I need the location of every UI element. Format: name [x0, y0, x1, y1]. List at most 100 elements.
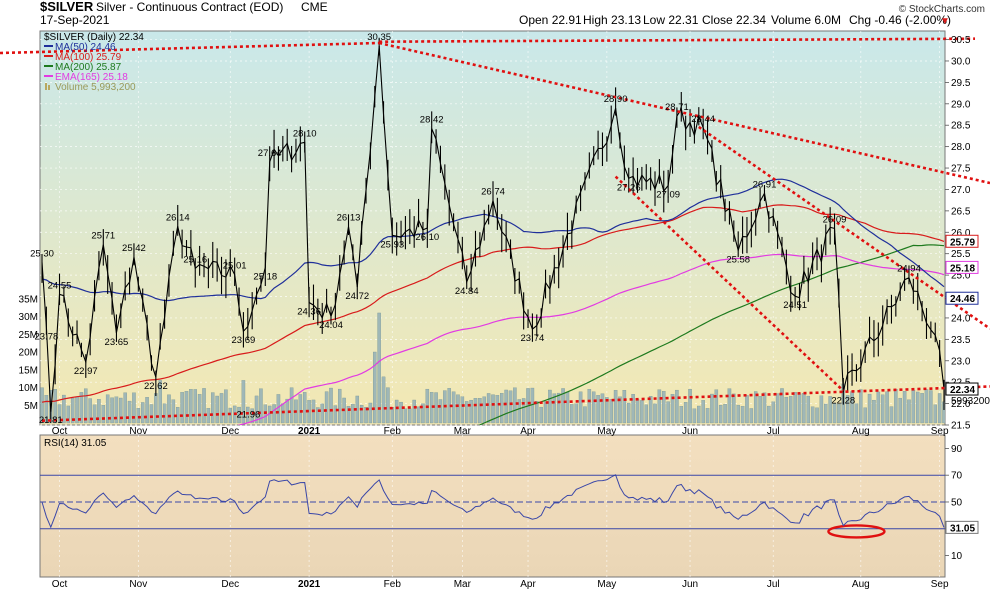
volume-bar [675, 389, 679, 424]
price-tick-label: 29.0 [951, 99, 971, 110]
ma100-line [41, 204, 945, 403]
price-tick-label: 21.5 [951, 421, 971, 432]
volume-bar [535, 401, 539, 424]
volume-bar [732, 393, 736, 424]
value-tag-box [945, 382, 979, 396]
volume-bar [403, 408, 408, 424]
volume-bar [697, 405, 701, 424]
rsi-gridlines [40, 435, 945, 577]
x-tick-label-main: Jul [767, 426, 780, 437]
volume-bar [451, 391, 456, 424]
price-point-label: 26.14 [166, 212, 190, 223]
volume-bar [705, 408, 710, 424]
volume-bar [815, 407, 819, 424]
chart-ticker: $SILVER [40, 0, 94, 14]
volume-bar [570, 404, 574, 424]
low-label-dec: 21.96 [237, 409, 261, 420]
volume-bar [543, 401, 548, 424]
volume-bar [775, 393, 780, 424]
volume-bar [784, 396, 789, 424]
price-point-label: 25.01 [223, 261, 247, 272]
price-axis: 21.522.022.523.023.524.024.525.025.526.0… [945, 35, 979, 432]
volume-bar [933, 404, 937, 424]
price-point-label: 24.55 [48, 280, 72, 291]
price-point-label: 25.71 [91, 231, 115, 242]
x-tick-label-main: May [597, 426, 616, 437]
volume-bar [504, 389, 508, 424]
volume-bar [88, 398, 92, 424]
volume-bar [197, 394, 202, 424]
price-point-label: 25.42 [122, 243, 146, 254]
volume-bar [162, 403, 167, 424]
volume-bar [241, 380, 246, 424]
volume-bar [762, 392, 767, 424]
price-point-label: 28.42 [420, 115, 444, 126]
rsi-line [41, 474, 945, 529]
volume-bar [149, 404, 154, 424]
volume-bar [670, 394, 675, 424]
ohlc-low: Low 22.31 [643, 13, 699, 27]
volume-bar [587, 389, 592, 424]
volume-bar [613, 390, 618, 424]
volume-bar [832, 403, 837, 424]
volume-bar [92, 404, 97, 424]
volume-bar [320, 403, 324, 424]
price-point-label: 27.09 [656, 190, 680, 201]
volume-bar [70, 398, 75, 424]
ohlc-close: Close 22.34 [702, 13, 766, 27]
volume-bar [298, 394, 303, 424]
volume-bar [228, 407, 233, 424]
volume-axis: 35M 30M 25M 20M 15M 10M 5M 5993200 [19, 294, 990, 412]
volume-bar [596, 395, 600, 424]
price-point-label: 25.16 [183, 254, 207, 265]
volume-bar [828, 396, 832, 424]
volume-bar [600, 393, 605, 424]
volume-bar [644, 404, 649, 424]
trendline-falling-support [614, 175, 845, 392]
volume-bar [788, 396, 793, 424]
price-tick-label: 24.0 [951, 313, 971, 324]
volume-bar [797, 393, 802, 424]
x-tick-label-main: Aug [852, 426, 870, 437]
volume-bar [679, 406, 684, 424]
volume-bar [373, 351, 377, 424]
volume-bar [272, 404, 276, 424]
price-tick-label: 29.5 [951, 78, 971, 89]
volume-bar [618, 396, 622, 424]
ohlc-open: Open 22.91 [519, 13, 582, 27]
ohlc-volume: Volume 6.0M [771, 13, 841, 27]
volume-bar [333, 405, 338, 424]
price-point-label: 23.65 [105, 337, 129, 348]
legend-ma100: MA(100) 25.79 [55, 52, 122, 63]
volume-bar [390, 407, 395, 424]
volume-bar [701, 400, 705, 424]
x-tick-label-main: Sep [931, 426, 949, 437]
volume-bar [469, 399, 473, 424]
volume-bar [517, 399, 522, 424]
volume-bar [845, 395, 850, 424]
x-tick-label-main: 2021 [298, 426, 321, 437]
price-tick-label: 30.5 [951, 35, 971, 46]
volume-bar [66, 405, 71, 424]
price-tick-label: 25.5 [951, 249, 971, 260]
volume-bar [324, 391, 329, 424]
x-tick-label-rsi: Jul [767, 579, 780, 590]
volume-bar [123, 392, 127, 424]
price-tick-label: 28.0 [951, 142, 971, 153]
price-point-label: 24.51 [783, 300, 807, 311]
volume-bar [574, 403, 578, 424]
volume-bar [710, 393, 714, 424]
volume-bar [889, 406, 894, 424]
volume-bar [802, 393, 806, 424]
rsi-legend: RSI(14) 31.05 [44, 438, 107, 449]
volume-bar [193, 389, 198, 424]
volume-bar [758, 396, 762, 424]
x-tick-label-rsi: Apr [520, 579, 536, 590]
legend-ema165: EMA(165) 25.18 [55, 72, 128, 83]
watermark: © StockCharts.com [899, 4, 985, 15]
volume-bar [793, 392, 797, 424]
x-tick-label-main: Nov [129, 426, 147, 437]
price-point-label: 28.71 [665, 102, 689, 113]
change-down-icon: ▼ [940, 16, 950, 27]
